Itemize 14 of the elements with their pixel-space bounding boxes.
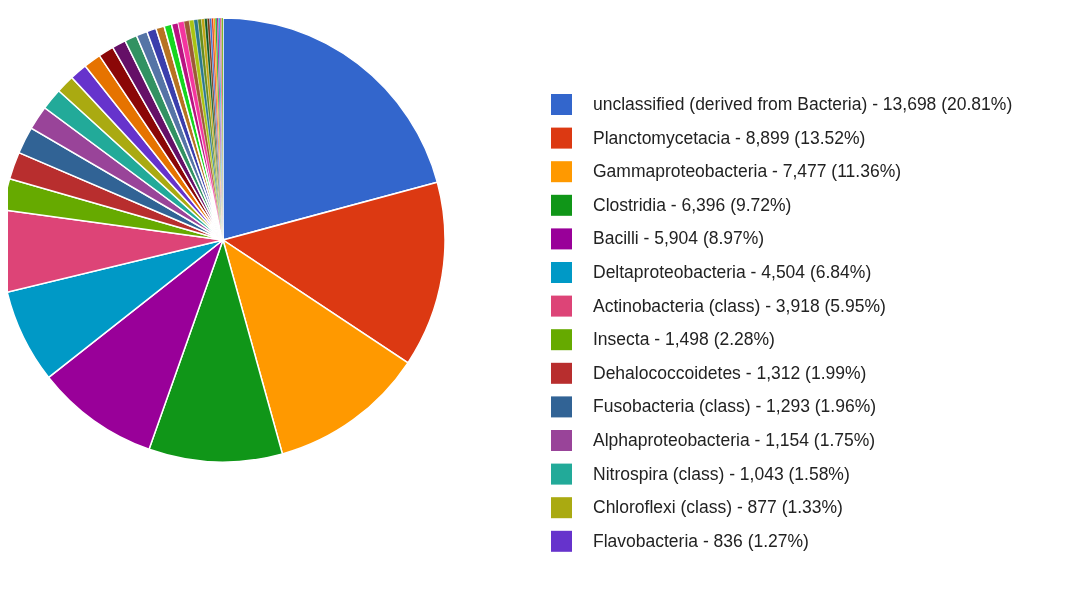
legend-label: Clostridia - 6,396 (9.72%): [593, 194, 792, 215]
legend-label: Flavobacteria - 836 (1.27%): [593, 530, 809, 551]
legend-label: Alphaproteobacteria - 1,154 (1.75%): [593, 430, 876, 450]
legend-label: Dehalococcoidetes - 1,312 (1.99%): [593, 362, 867, 383]
legend-label: Chloroflexi (class) - 877 (1.33%): [593, 497, 843, 518]
legend-label: Bacilli - 5,904 (8.97%): [593, 228, 765, 249]
legend-label: Insecta - 1,498 (2.28%): [593, 329, 775, 350]
legend-label: Nitrospira (class) - 1,043 (1.58%): [593, 463, 850, 484]
legend-label: Gammaproteobacteria - 7,477 (11.36%): [593, 161, 902, 182]
legend-label: Planctomycetacia - 8,899 (13.52%): [593, 127, 866, 148]
legend-label: Actinobacteria (class) - 3,918 (5.95%): [593, 295, 886, 316]
legend-label: Deltaproteobacteria - 4,504 (6.84%): [593, 262, 872, 282]
legend-label: unclassified (derived from Bacteria) - 13,698 (20.81%): [593, 94, 1013, 114]
legend-label: Fusobacteria (class) - 1,293 (1.96%): [593, 396, 877, 417]
